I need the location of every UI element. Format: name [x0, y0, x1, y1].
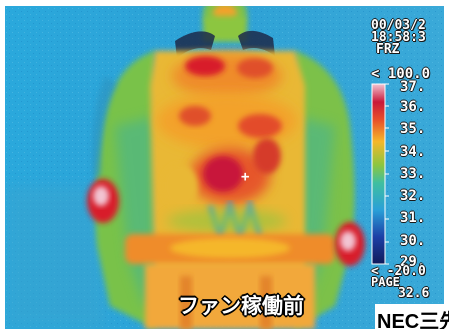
logo-text: NEC三先 [377, 311, 449, 329]
page-value: 32.6 [398, 286, 430, 301]
thermal-image-canvas: + [5, 6, 444, 329]
overlay-date: 00/03/2 [371, 18, 426, 33]
right-hand [335, 222, 365, 266]
scale-label-31: 31. [400, 210, 426, 226]
waist-region [125, 234, 335, 329]
range-max-label: < 100.0 [371, 66, 431, 82]
range-min-label: < -20.0 [371, 264, 426, 279]
overlay-mode: FRZ [376, 42, 400, 57]
scale-label-32: 32. [400, 188, 426, 204]
image-caption: ファン稼働前 [178, 294, 304, 318]
scale-label-35: 35. [400, 121, 426, 137]
temperature-color-scale [371, 83, 386, 265]
scale-label-34: 34. [400, 144, 426, 160]
page-label: PAGE [371, 275, 400, 289]
nec-logo: NEC三先 [375, 304, 449, 329]
scale-tick-marks [385, 83, 389, 265]
scale-label-36: 36. [400, 99, 426, 115]
left-hand [87, 179, 119, 223]
thermal-image: + [5, 6, 444, 329]
overlay-time: 18:58:3 [371, 30, 426, 45]
scale-label-37: 37. [400, 79, 426, 95]
scale-label-33: 33. [400, 166, 426, 182]
crosshair-marker: + [241, 169, 249, 185]
scale-label-29: 29. [400, 254, 426, 270]
scale-label-30: 30. [400, 233, 426, 249]
